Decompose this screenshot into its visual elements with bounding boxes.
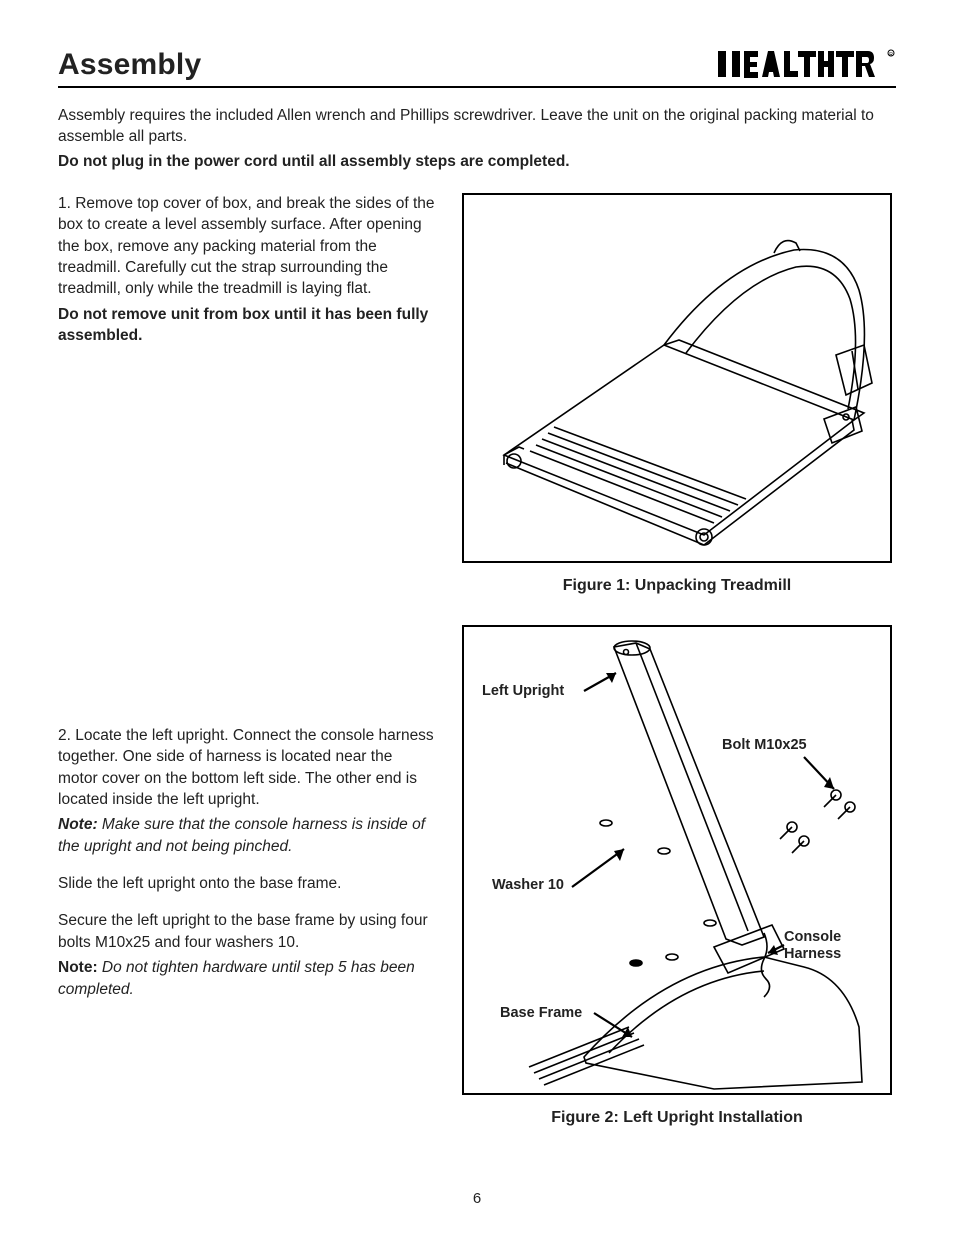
step-1-text: 1. Remove top cover of box, and break th…	[58, 193, 436, 595]
figure-2-caption: Figure 2: Left Upright Installation	[551, 1109, 803, 1127]
page-number: 6	[0, 1190, 954, 1207]
step-2-body2: Slide the left upright onto the base fra…	[58, 873, 436, 894]
header-row: Assembly R	[58, 48, 896, 88]
label-base-frame: Base Frame	[500, 1005, 582, 1022]
figure-1-caption: Figure 1: Unpacking Treadmill	[563, 577, 792, 595]
step-2-body3: Secure the left upright to the base fram…	[58, 910, 436, 953]
label-console-harness: Console Harness	[784, 929, 841, 964]
step-2-note2: Note: Do not tighten hardware until step…	[58, 957, 436, 1000]
figure-2-frame: Left Upright Bolt M10x25 Washer 10 Conso…	[462, 625, 892, 1095]
note2-body: Do not tighten hardware until step 5 has…	[58, 959, 415, 997]
step-1-block: 1. Remove top cover of box, and break th…	[58, 193, 896, 595]
step-2-block: 2. Locate the left upright. Connect the …	[58, 625, 896, 1127]
step-2-note1: Note: Make sure that the console harness…	[58, 814, 436, 857]
note1-body: Make sure that the console harness is in…	[58, 816, 425, 854]
figure-1-col: Figure 1: Unpacking Treadmill	[458, 193, 896, 595]
figure-2-col: Left Upright Bolt M10x25 Washer 10 Conso…	[458, 625, 896, 1127]
healthtrainer-logo-icon: R	[716, 48, 896, 82]
label-left-upright: Left Upright	[482, 683, 564, 700]
note2-label: Note:	[58, 959, 98, 976]
figure-1-svg	[464, 195, 890, 561]
step-1-body: 1. Remove top cover of box, and break th…	[58, 193, 436, 300]
spacer	[58, 625, 436, 725]
intro-text: Assembly requires the included Allen wre…	[58, 106, 896, 148]
step-2-body1: 2. Locate the left upright. Connect the …	[58, 725, 436, 811]
step-1-bold: Do not remove unit from box until it has…	[58, 304, 436, 347]
step-2-text: 2. Locate the left upright. Connect the …	[58, 625, 436, 1127]
page-title: Assembly	[58, 48, 201, 82]
label-bolt: Bolt M10x25	[722, 737, 807, 754]
label-washer: Washer 10	[492, 877, 564, 894]
figure-1-frame	[462, 193, 892, 563]
warning-text: Do not plug in the power cord until all …	[58, 152, 896, 173]
svg-text:R: R	[889, 52, 893, 58]
brand-logo: R	[716, 48, 896, 82]
note1-label: Note:	[58, 816, 98, 833]
